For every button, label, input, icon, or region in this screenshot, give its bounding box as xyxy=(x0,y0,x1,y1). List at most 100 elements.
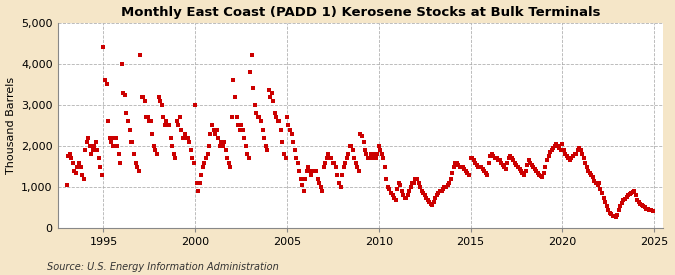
Point xyxy=(230,94,240,99)
Point xyxy=(103,119,113,123)
Point xyxy=(109,136,119,140)
Point xyxy=(441,185,452,189)
Point xyxy=(113,152,124,156)
Point xyxy=(74,160,84,165)
Point xyxy=(626,191,637,195)
Point xyxy=(419,193,430,198)
Point xyxy=(271,115,281,119)
Point xyxy=(107,144,118,148)
Point xyxy=(265,94,275,99)
Point xyxy=(454,164,465,169)
Point xyxy=(539,170,549,175)
Point xyxy=(407,181,418,185)
Point xyxy=(378,156,389,161)
Point xyxy=(332,173,343,177)
Point xyxy=(531,169,541,173)
Point xyxy=(274,119,285,123)
Point xyxy=(148,144,159,148)
Point xyxy=(541,158,552,163)
Point xyxy=(494,158,505,163)
Point xyxy=(168,152,179,156)
Point xyxy=(222,156,233,161)
Point xyxy=(458,164,468,169)
Y-axis label: Thousand Barrels: Thousand Barrels xyxy=(5,77,16,174)
Point xyxy=(101,82,112,86)
Point xyxy=(142,115,153,119)
Point xyxy=(337,173,348,177)
Point xyxy=(543,154,554,159)
Point xyxy=(260,144,271,148)
Point xyxy=(81,140,92,144)
Point xyxy=(599,199,610,204)
Point xyxy=(481,170,491,175)
Point xyxy=(471,162,482,167)
Point xyxy=(251,111,262,115)
Point xyxy=(193,189,204,194)
Point xyxy=(277,140,288,144)
Point xyxy=(616,201,627,205)
Point xyxy=(487,152,497,156)
Point xyxy=(155,98,165,103)
Point xyxy=(528,164,539,169)
Point xyxy=(223,160,234,165)
Point xyxy=(436,189,447,194)
Point xyxy=(296,177,306,181)
Point xyxy=(254,115,265,119)
Point xyxy=(476,164,487,169)
Point xyxy=(205,131,216,136)
Point xyxy=(121,111,132,115)
Point xyxy=(392,187,402,191)
Point xyxy=(248,86,259,90)
Point xyxy=(529,166,540,171)
Point xyxy=(443,181,454,185)
Point xyxy=(470,160,481,165)
Point xyxy=(533,170,543,175)
Point xyxy=(210,131,221,136)
Point xyxy=(447,170,458,175)
Point xyxy=(228,78,239,82)
Point xyxy=(493,158,504,163)
Point xyxy=(92,148,103,152)
Point xyxy=(294,169,304,173)
Point xyxy=(138,94,148,99)
Point xyxy=(517,170,528,175)
Point xyxy=(72,164,83,169)
Point xyxy=(211,127,222,132)
Point xyxy=(629,189,640,194)
Point xyxy=(545,150,556,155)
Point xyxy=(502,160,512,165)
Point xyxy=(400,195,410,200)
Point xyxy=(308,169,319,173)
Point xyxy=(372,152,383,156)
Point xyxy=(303,164,314,169)
Point xyxy=(273,119,284,123)
Point xyxy=(116,62,127,66)
Point xyxy=(162,123,173,128)
Point xyxy=(608,213,618,218)
Point xyxy=(570,152,581,156)
Title: Monthly East Coast (PADD 1) Kerosene Stocks at Bulk Terminals: Monthly East Coast (PADD 1) Kerosene Sto… xyxy=(121,6,600,18)
Point xyxy=(418,191,429,196)
Point xyxy=(499,164,510,169)
Point xyxy=(325,156,335,161)
Point xyxy=(185,148,196,152)
Point xyxy=(414,185,425,189)
Point xyxy=(593,181,604,185)
Point xyxy=(314,181,325,185)
Point xyxy=(199,160,210,165)
Text: Source: U.S. Energy Information Administration: Source: U.S. Energy Information Administ… xyxy=(47,262,279,272)
Point xyxy=(581,164,592,169)
Point xyxy=(425,202,436,206)
Point xyxy=(421,195,431,200)
Point xyxy=(61,183,72,187)
Point xyxy=(342,156,352,161)
Point xyxy=(635,202,646,206)
Point xyxy=(448,164,459,169)
Point xyxy=(323,152,333,156)
Point xyxy=(367,152,378,156)
Point xyxy=(643,207,653,212)
Point xyxy=(176,127,187,132)
Point xyxy=(416,189,427,194)
Point xyxy=(68,160,78,165)
Point xyxy=(526,162,537,167)
